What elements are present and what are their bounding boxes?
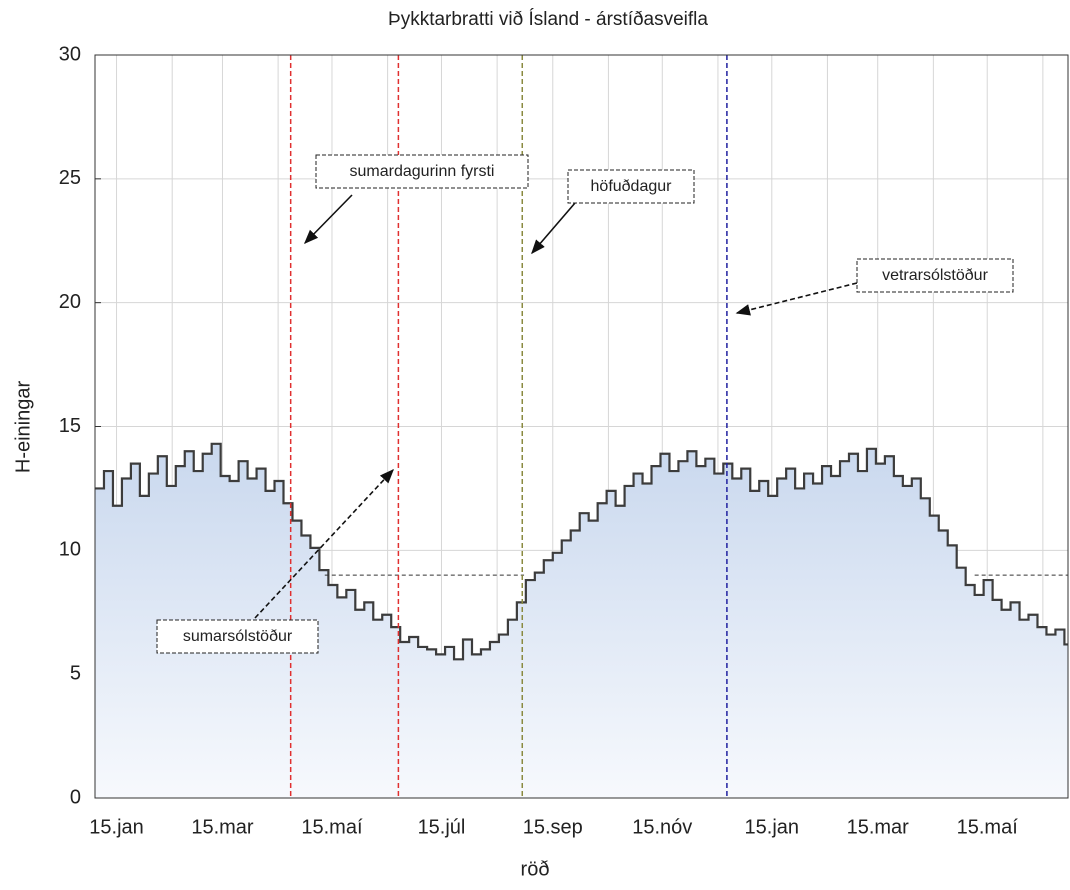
annotation-arrow (303, 194, 353, 245)
x-axis-label: röð (521, 858, 550, 880)
x-tick-label: 15.jan (745, 816, 800, 838)
y-tick-label: 5 (70, 662, 81, 684)
x-tick-label: 15.maí (957, 816, 1019, 838)
x-tick-label: 15.mar (847, 816, 910, 838)
annotation-text: vetrarsólstöður (882, 267, 988, 284)
annotation-text: sumarsólstöður (183, 628, 293, 645)
annotation-box (156, 619, 319, 654)
plot-frame (94, 54, 1069, 799)
area (95, 443, 1068, 798)
y-tick-label: 15 (59, 415, 81, 437)
annotation-arrow (531, 202, 576, 255)
y-axis-label: H-einingar (12, 381, 34, 474)
x-tick-label: 15.mar (191, 816, 254, 838)
y-tick-label: 0 (70, 786, 81, 808)
x-tick-label: 15.nóv (632, 816, 692, 838)
y-tick-label: 20 (59, 291, 81, 313)
annotation-box (567, 169, 695, 204)
annotation-arrow (735, 282, 858, 316)
annotation-text: sumardagurinn fyrsti (350, 163, 495, 180)
annotation-box (315, 154, 529, 189)
annotation-arrow (254, 468, 394, 619)
x-tick-label: 15.maí (301, 816, 363, 838)
y-tick-label: 30 (59, 43, 81, 65)
chart-title: Þykktarbratti við Ísland - árstíðasveifl… (388, 9, 708, 30)
y-tick-label: 10 (59, 539, 81, 561)
y-tick-label: 25 (59, 167, 81, 189)
x-tick-label: 15.sep (523, 816, 583, 838)
annotation-box (856, 258, 1014, 293)
annotation-text: höfuðdagur (591, 178, 673, 195)
series-line (95, 442, 1068, 661)
x-tick-label: 15.júl (418, 816, 466, 838)
x-tick-label: 15.jan (89, 816, 144, 838)
